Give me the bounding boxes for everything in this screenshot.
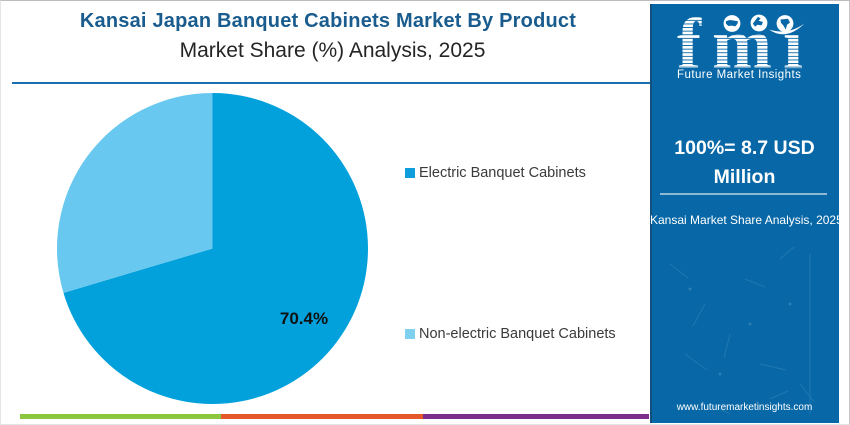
svg-text:Future Market Insights: Future Market Insights xyxy=(677,69,801,81)
svg-text:70.4%: 70.4% xyxy=(280,309,328,328)
